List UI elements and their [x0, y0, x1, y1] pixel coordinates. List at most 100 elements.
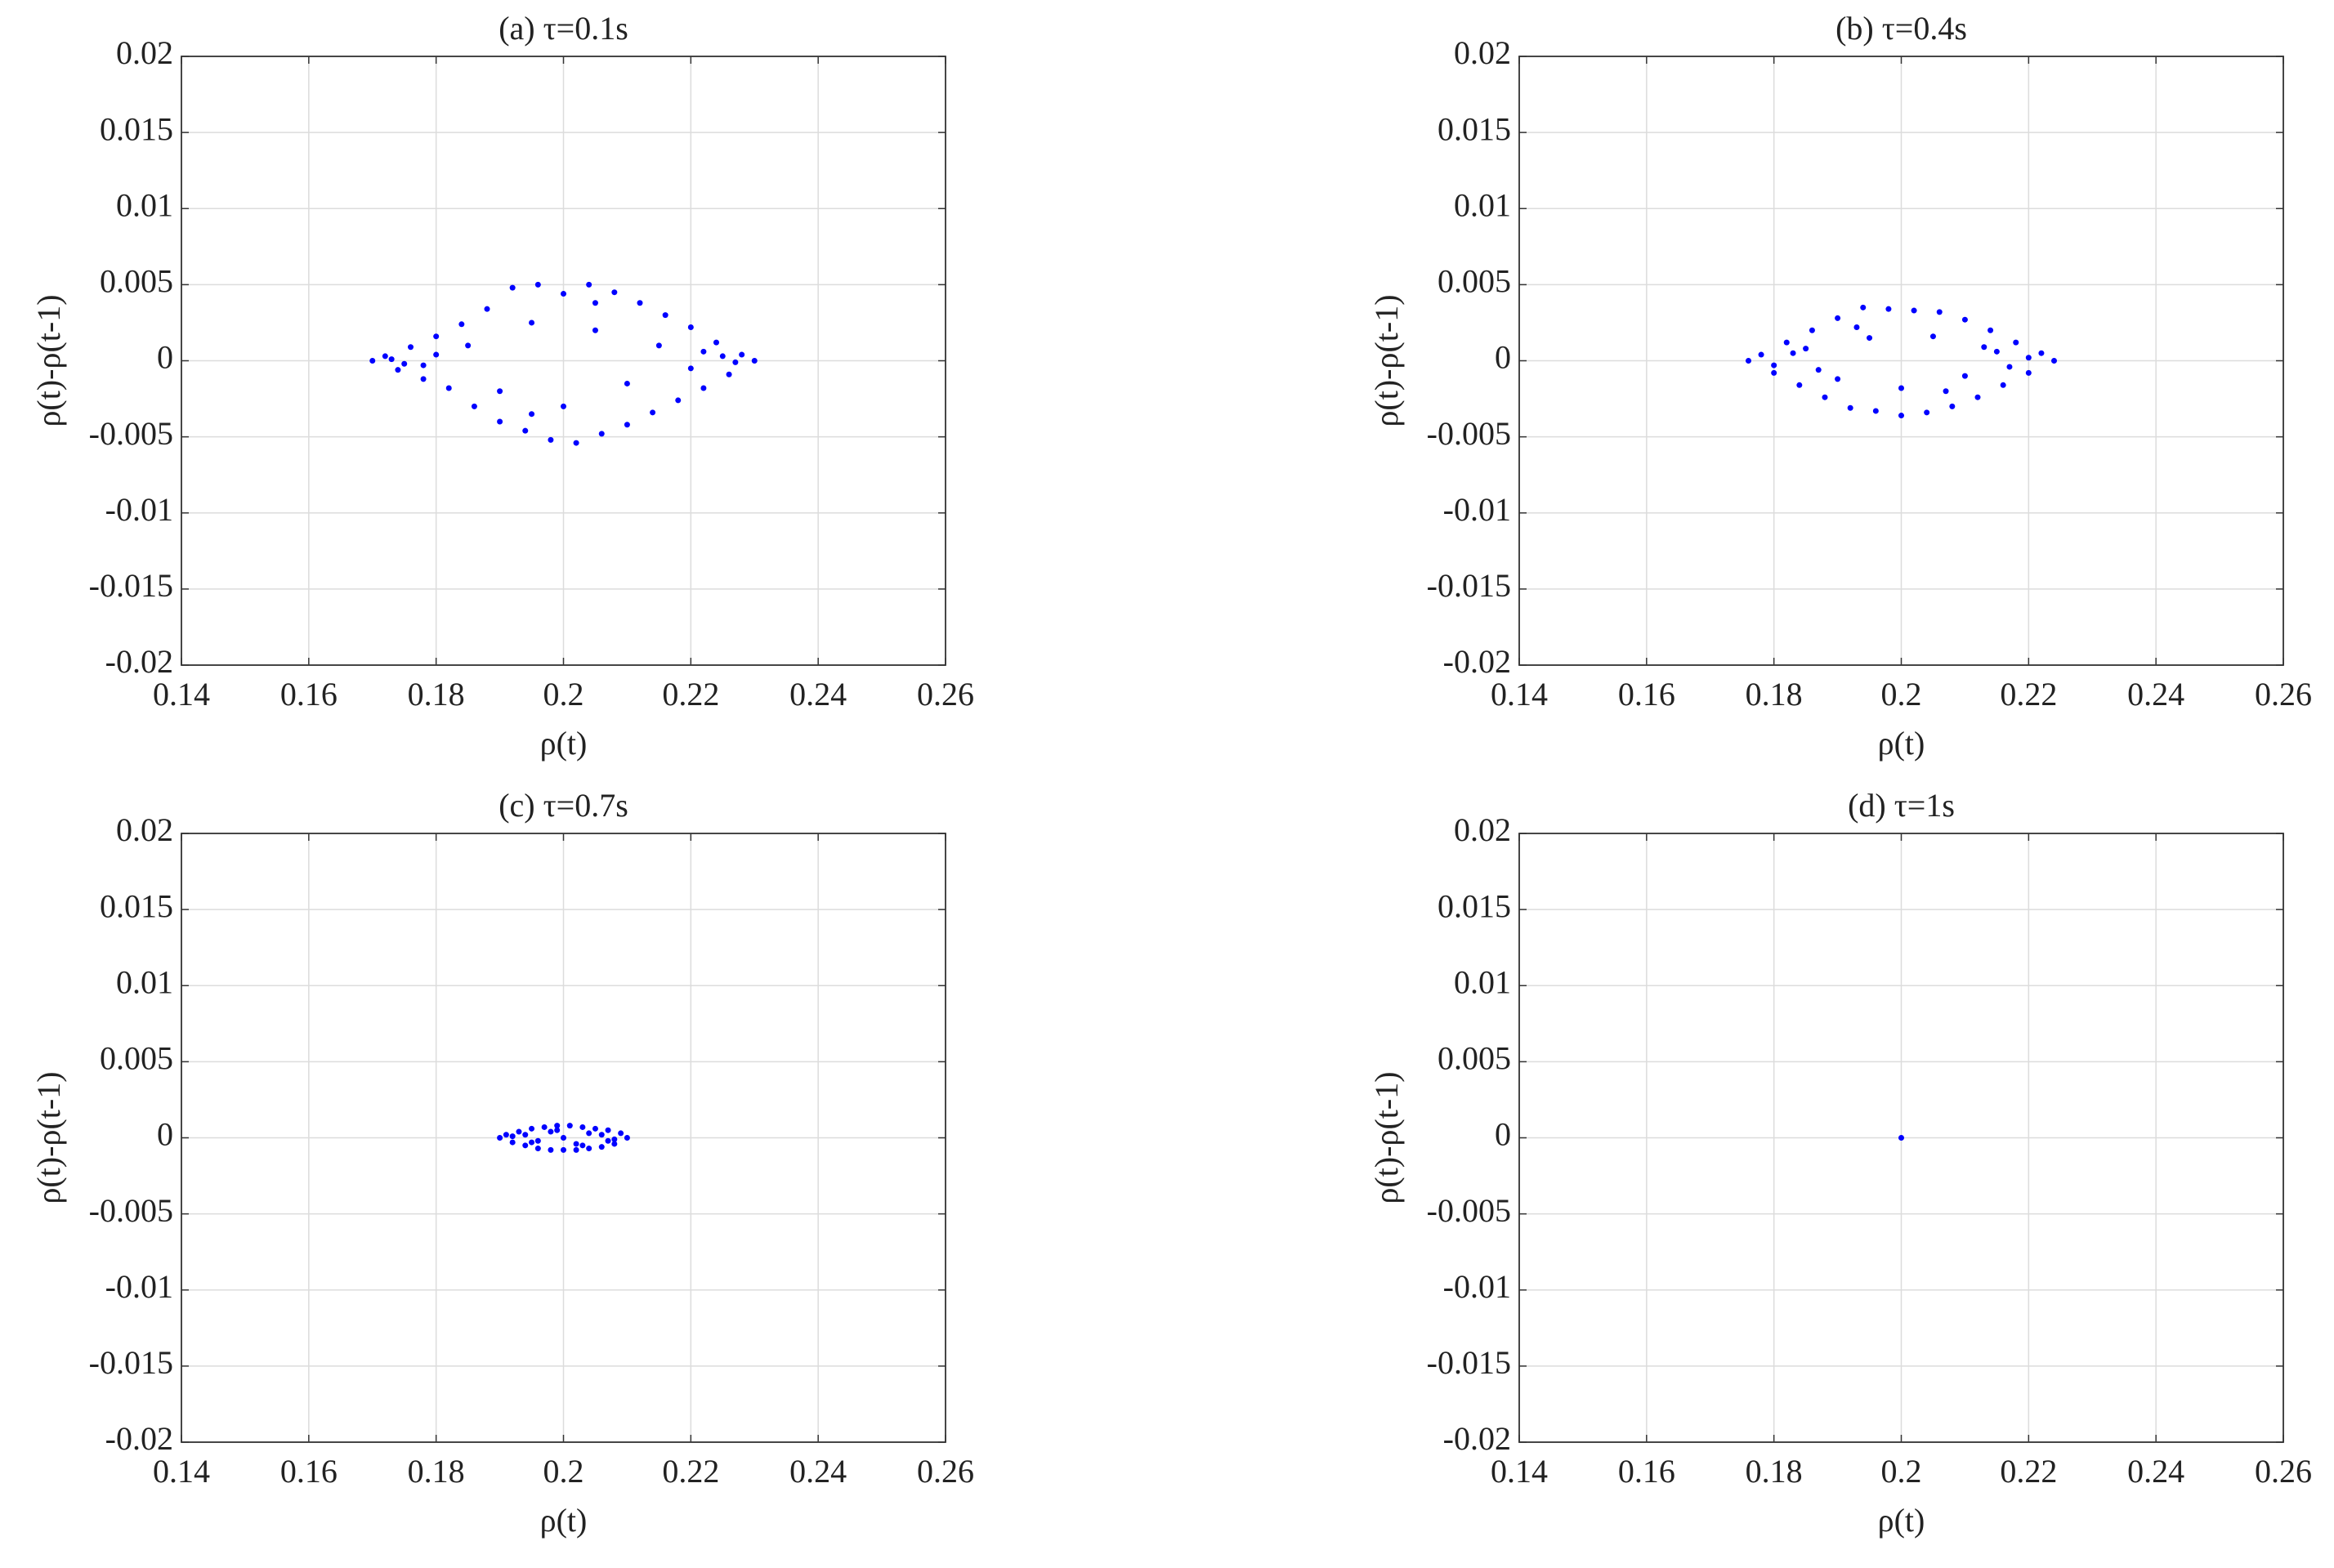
point	[687, 324, 694, 331]
x-tick-label: 0.16	[1618, 676, 1675, 713]
axes-frame	[1518, 56, 2284, 666]
point	[1929, 333, 1936, 340]
point	[726, 371, 732, 377]
y-tick-label: 0	[1495, 1116, 1511, 1153]
x-tick-label: 0.16	[280, 1453, 338, 1490]
x-tick-label: 0.24	[2127, 1453, 2184, 1490]
point	[1758, 351, 1764, 358]
x-tick-label: 0.14	[1491, 1453, 1548, 1490]
y-tick-label: -0.005	[1427, 415, 1511, 452]
y-axis-label: ρ(t)-ρ(t-1)	[30, 294, 67, 427]
y-axis-label: ρ(t)-ρ(t-1)	[1368, 1071, 1405, 1204]
chart-title: (a) τ=0.1s	[499, 10, 628, 47]
point	[541, 1124, 548, 1130]
point	[516, 1128, 522, 1135]
point	[1803, 346, 1809, 352]
point	[458, 321, 465, 328]
y-tick-label: -0.005	[89, 415, 173, 452]
axes-frame	[1518, 833, 2284, 1443]
point	[687, 365, 694, 372]
point	[611, 1141, 618, 1147]
y-tick-label: 0.02	[116, 811, 173, 848]
point	[408, 344, 414, 351]
point	[497, 1135, 503, 1141]
x-tick-label: 0.18	[1746, 676, 1803, 713]
point	[548, 1146, 554, 1153]
point	[739, 351, 745, 358]
point	[554, 1123, 561, 1129]
point	[662, 312, 668, 319]
point	[1872, 408, 1879, 414]
y-tick-label: 0.015	[100, 887, 173, 924]
point	[1815, 367, 1822, 373]
x-tick-label: 0.26	[2255, 676, 2312, 713]
point	[598, 1144, 605, 1150]
point	[1924, 409, 1930, 416]
point	[1853, 324, 1860, 331]
point	[675, 397, 682, 404]
x-tick-label: 0.24	[789, 1453, 847, 1490]
point	[605, 1137, 611, 1144]
y-tick-label: 0.01	[116, 963, 173, 1000]
x-tick-label: 0.2	[543, 1453, 584, 1490]
point	[2006, 364, 2013, 370]
point	[529, 319, 535, 326]
point	[433, 333, 440, 340]
point	[420, 376, 427, 382]
point	[2025, 355, 2032, 361]
point	[509, 284, 516, 291]
x-tick-label: 0.22	[662, 676, 719, 713]
point	[1771, 369, 1777, 376]
y-tick-label: 0.015	[1438, 887, 1511, 924]
x-tick-label: 0.14	[1491, 676, 1548, 713]
point	[1822, 394, 1828, 400]
y-tick-label: -0.01	[105, 1268, 173, 1305]
x-tick-label: 0.26	[917, 1453, 974, 1490]
point	[592, 300, 598, 306]
x-axis-label: ρ(t)	[1878, 1502, 1925, 1539]
x-tick-label: 0.22	[662, 1453, 719, 1490]
point	[1981, 344, 1987, 351]
y-tick-label: 0	[157, 1116, 173, 1153]
point	[713, 339, 719, 346]
subplot: 0.14 0.16 0.18 0.2 0.22 0.24 0.26 -0.02 -0.015 -0…	[1368, 10, 2312, 762]
y-tick-label: 0.01	[1454, 963, 1511, 1000]
x-tick-label: 0.22	[2000, 676, 2057, 713]
point	[624, 380, 630, 386]
point	[509, 1139, 516, 1146]
point	[598, 1132, 605, 1138]
y-tick-label: 0	[1495, 339, 1511, 376]
y-tick-label: 0.01	[116, 186, 173, 223]
x-axis-label: ρ(t)	[1878, 725, 1925, 762]
chart-title: (c) τ=0.7s	[499, 787, 628, 824]
x-axis-label: ρ(t)	[540, 725, 588, 762]
subplot: 0.14 0.16 0.18 0.2 0.22 0.24 0.26 -0.02 -0.015 -0…	[30, 787, 974, 1539]
chart-title: (b) τ=0.4s	[1835, 10, 1967, 47]
point	[1949, 403, 1956, 409]
point	[561, 403, 566, 409]
point	[1898, 1135, 1904, 1141]
x-tick-label: 0.26	[917, 676, 974, 713]
x-tick-label: 0.14	[153, 1453, 210, 1490]
point	[529, 1125, 535, 1132]
point	[484, 306, 490, 312]
x-tick-label: 0.2	[1881, 676, 1922, 713]
y-tick-label: 0.015	[1438, 110, 1511, 147]
x-tick-label: 0.16	[280, 676, 338, 713]
point	[1835, 376, 1841, 382]
y-tick-label: 0.005	[1438, 1040, 1511, 1077]
subplot: 0.14 0.16 0.18 0.2 0.22 0.24 0.26 -0.02 -0.015 -0…	[1368, 787, 2312, 1539]
point	[1835, 315, 1841, 321]
point	[1987, 327, 1994, 333]
y-tick-label: 0.02	[1454, 34, 1511, 71]
point	[1961, 316, 1968, 323]
point	[637, 300, 643, 306]
point	[573, 440, 579, 446]
point	[2051, 358, 2057, 364]
point	[401, 360, 408, 367]
y-tick-label: 0	[157, 339, 173, 376]
x-tick-label: 0.24	[2127, 676, 2184, 713]
y-axis-label: ρ(t)-ρ(t-1)	[1368, 294, 1405, 427]
y-tick-label: -0.01	[1443, 491, 1511, 528]
x-tick-label: 0.16	[1618, 1453, 1675, 1490]
